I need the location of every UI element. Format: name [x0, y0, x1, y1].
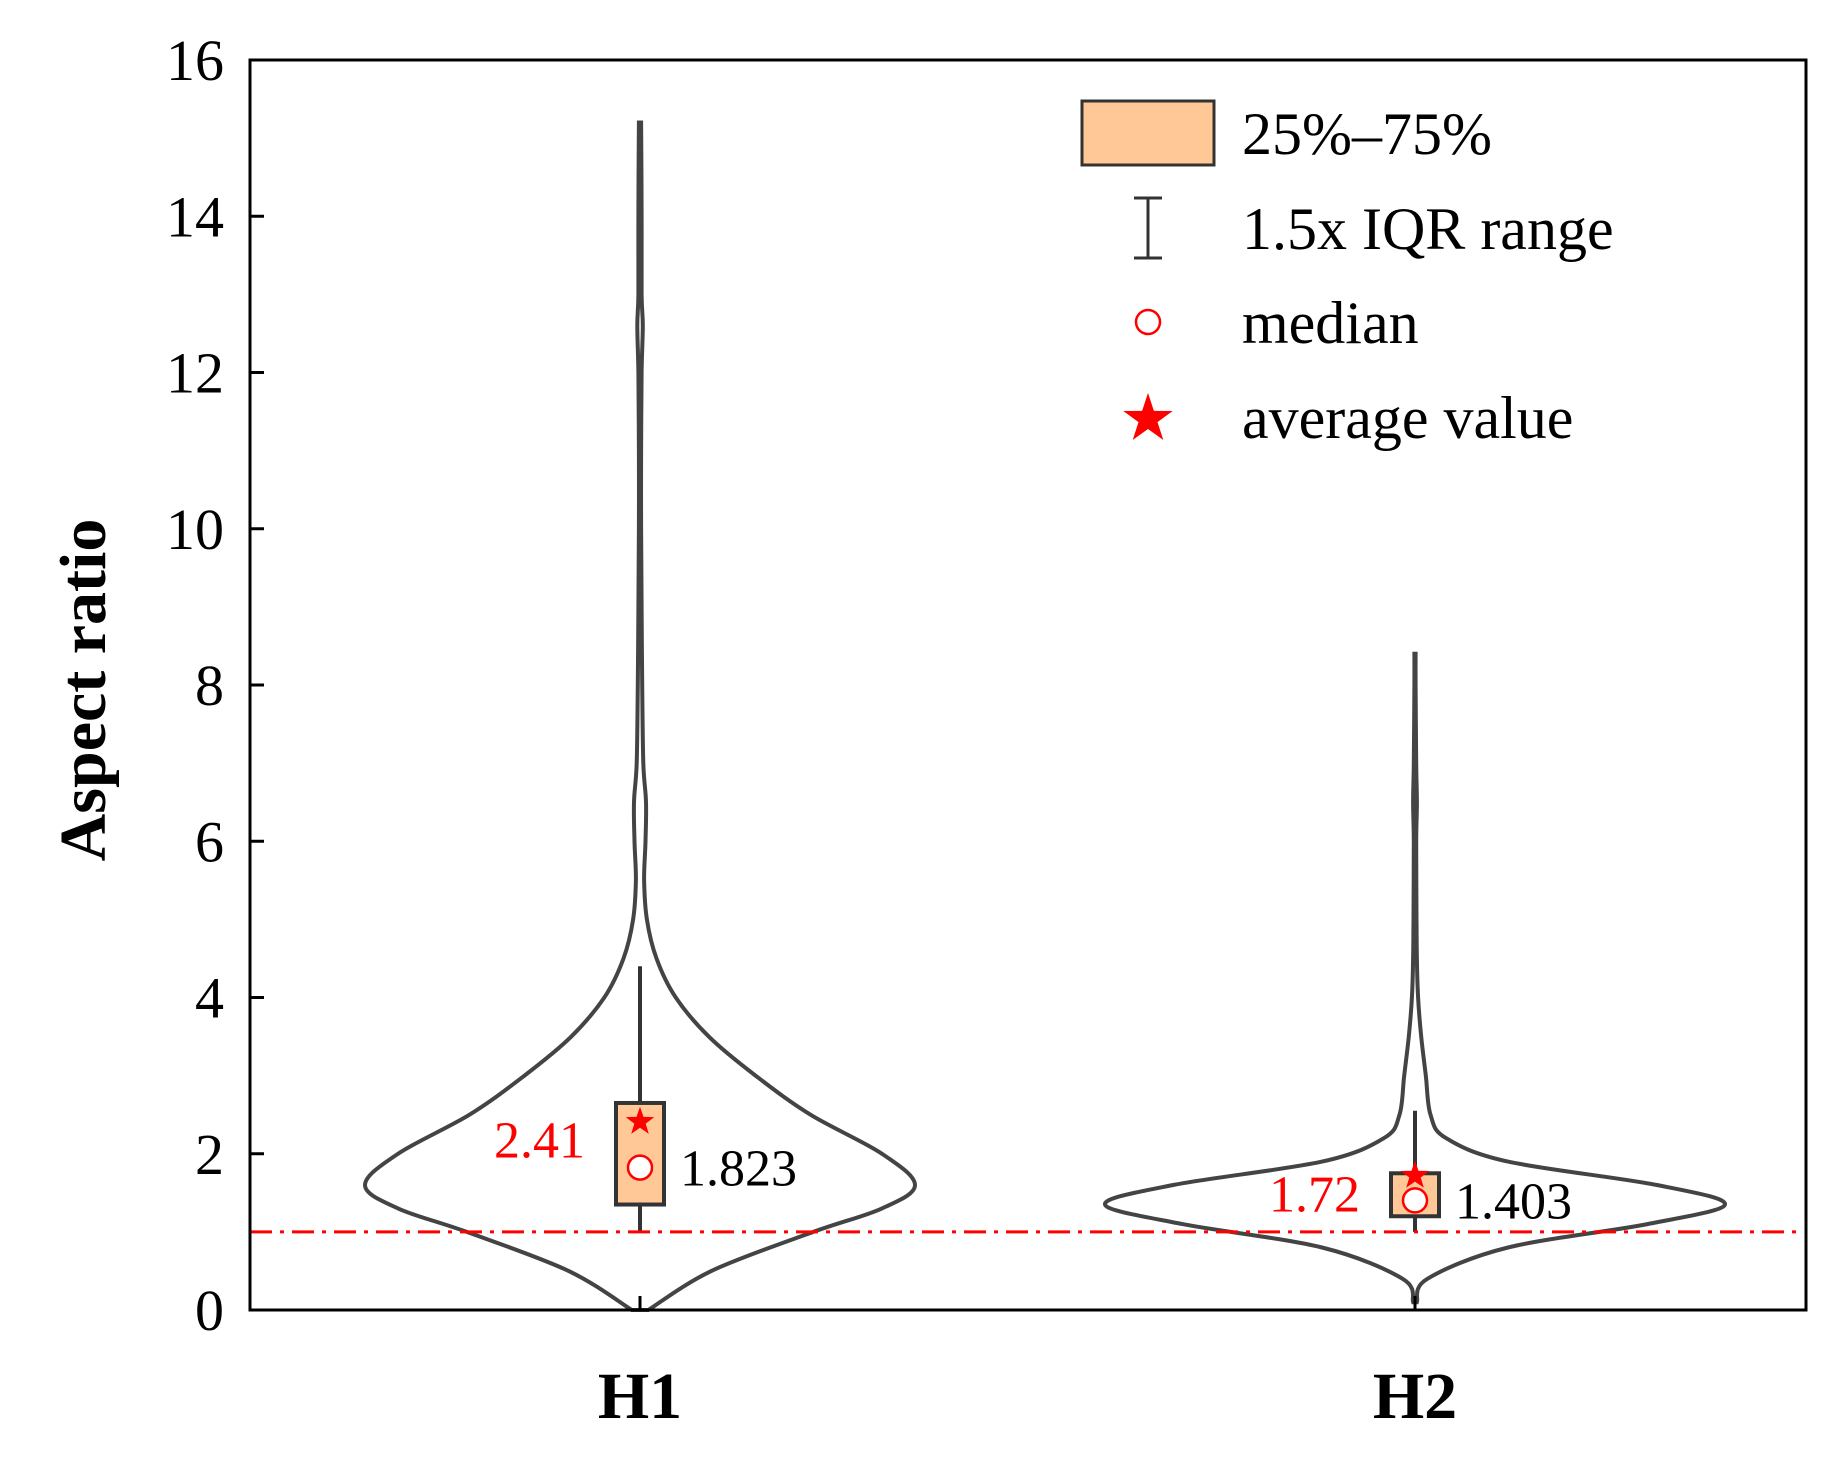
legend: 25%–75% 1.5x IQR range median average value: [1080, 99, 1614, 451]
legend-label: 1.5x IQR range: [1242, 196, 1614, 262]
y-axis-title: Aspect ratio: [47, 519, 120, 862]
median-value-label: 1.823: [680, 1141, 797, 1198]
y-tick-label: 6: [195, 809, 224, 874]
mean-marker: [1400, 1160, 1430, 1188]
mean-marker: [625, 1106, 655, 1134]
violin-body: [1103, 651, 1727, 1305]
violin-body: [362, 120, 918, 1312]
plot-area: 1.823 2.41 1.403 1.72: [250, 120, 1796, 1312]
legend-label: average value: [1242, 385, 1573, 451]
violin-group-h2: 1.403 1.72: [1103, 651, 1727, 1305]
mean-value-label: 1.72: [1269, 1167, 1360, 1224]
y-tick-label: 14: [166, 184, 224, 249]
y-tick-label: 16: [166, 28, 224, 93]
median-marker: [626, 1154, 654, 1181]
legend-mean-swatch: [1123, 393, 1173, 440]
y-axis: 0 2 4 6 8 10 12 14 16: [166, 28, 264, 1343]
median-marker: [1401, 1187, 1429, 1214]
x-axis: H1 H2: [598, 1296, 1457, 1433]
y-tick-label: 10: [166, 497, 224, 562]
legend-label: median: [1242, 290, 1419, 356]
legend-median-swatch: [1134, 308, 1162, 336]
legend-label: 25%–75%: [1242, 101, 1492, 167]
x-category-label: H1: [598, 1360, 682, 1433]
x-category-label: H2: [1373, 1360, 1457, 1433]
median-value-label: 1.403: [1455, 1173, 1572, 1230]
legend-box-swatch: [1080, 99, 1216, 167]
y-tick-label: 4: [195, 966, 224, 1031]
y-tick-label: 0: [195, 1278, 224, 1343]
y-tick-label: 8: [195, 653, 224, 718]
y-tick-label: 2: [195, 1122, 224, 1187]
y-tick-label: 12: [166, 341, 224, 406]
violin-group-h1: 1.823 2.41: [362, 120, 918, 1312]
mean-value-label: 2.41: [494, 1113, 585, 1170]
